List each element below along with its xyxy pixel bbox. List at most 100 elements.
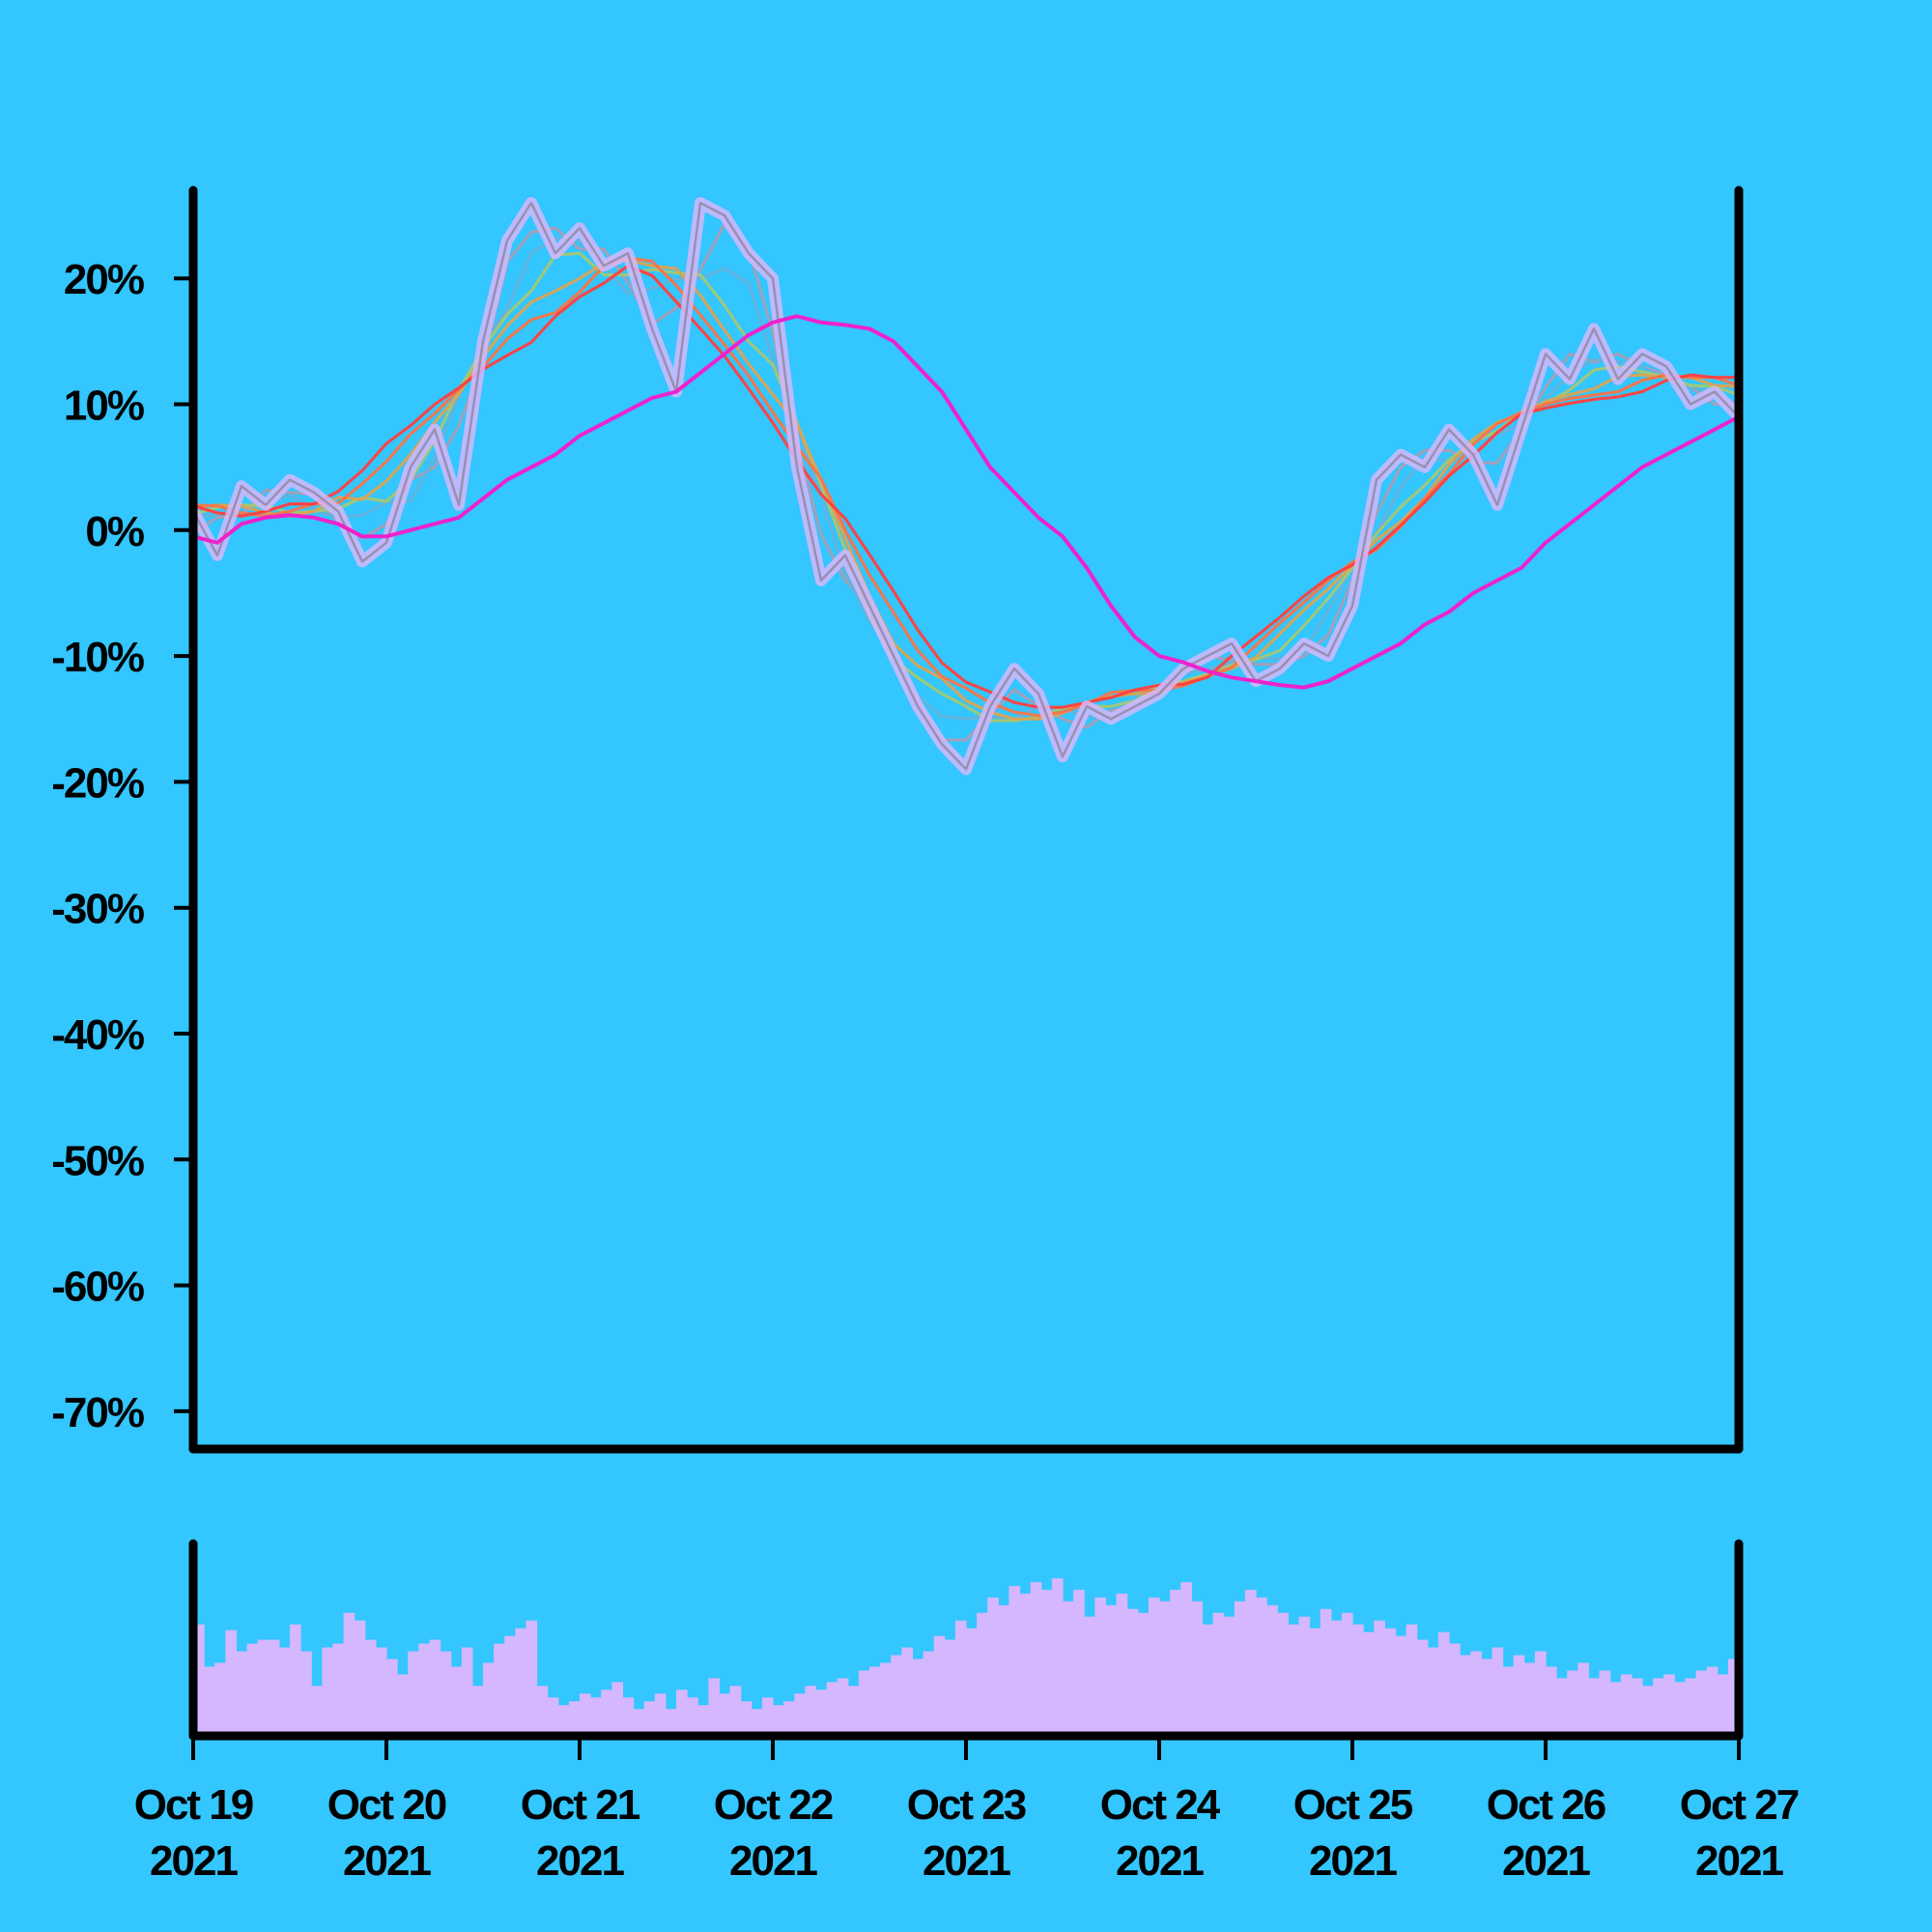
y-tick-label-8: -50%	[51, 1137, 144, 1184]
volume-bar	[1653, 1678, 1664, 1736]
volume-bar	[1180, 1581, 1192, 1736]
ma-band-line-12	[193, 264, 1739, 709]
volume-bar	[1481, 1659, 1493, 1736]
volume-bar	[1588, 1678, 1601, 1736]
volume-bar	[536, 1686, 549, 1736]
volume-bar	[869, 1666, 881, 1736]
x-tick-label-9-line2: 2021	[1695, 1837, 1783, 1885]
volume-bar	[1244, 1589, 1257, 1736]
volume-bar	[966, 1628, 978, 1736]
volume-bar	[1094, 1597, 1107, 1736]
volume-bar	[901, 1647, 914, 1736]
volume-bar	[278, 1647, 291, 1736]
volume-bar	[450, 1666, 463, 1736]
x-tick-label-6-line2: 2021	[1116, 1837, 1204, 1885]
volume-bar	[1685, 1678, 1697, 1736]
volume-bar	[1256, 1597, 1267, 1736]
volume-bar	[643, 1701, 656, 1736]
volume-bar	[805, 1686, 817, 1736]
volume-bar	[826, 1682, 838, 1736]
volume-bar	[397, 1674, 409, 1736]
x-tick-label-4-line1: Oct 22	[714, 1781, 833, 1829]
volume-bar	[1277, 1612, 1289, 1736]
volume-bar	[697, 1705, 709, 1736]
volume-bar	[257, 1639, 270, 1736]
volume-bar	[1717, 1674, 1729, 1736]
volume-bar	[1030, 1581, 1042, 1736]
volume-bar	[1212, 1612, 1225, 1736]
volume-bar	[1298, 1616, 1311, 1736]
volume-bar	[1223, 1616, 1236, 1736]
volume-bar	[1577, 1662, 1590, 1736]
volume-bar	[1599, 1670, 1611, 1736]
volume-bar	[633, 1709, 645, 1736]
volume-bar	[1609, 1682, 1622, 1736]
volume-bar	[773, 1705, 784, 1736]
x-tick-label-3-line2: 2021	[536, 1837, 624, 1885]
volume-bar	[794, 1693, 806, 1736]
volume-bar	[504, 1635, 516, 1736]
volume-bar	[654, 1693, 667, 1736]
volume-bar	[1502, 1666, 1515, 1736]
volume-bar	[1266, 1605, 1278, 1736]
volume-bar	[815, 1690, 828, 1736]
volume-bar	[568, 1701, 581, 1736]
volume-bar	[236, 1651, 248, 1736]
volume-bar	[494, 1643, 505, 1736]
volume-bar	[858, 1670, 870, 1736]
ma-bands	[193, 221, 1739, 742]
volume-bar	[311, 1686, 323, 1736]
volume-bar	[783, 1701, 795, 1736]
volume-bar	[987, 1597, 999, 1736]
volume-bar	[1330, 1620, 1343, 1736]
volume-bar	[1663, 1674, 1675, 1736]
volume-bar	[740, 1701, 753, 1736]
volume-bar	[891, 1655, 902, 1736]
volume-bar	[364, 1639, 377, 1736]
volume-bar	[1470, 1651, 1482, 1736]
x-tick-label-4-line2: 2021	[729, 1837, 817, 1885]
x-tick-label-6-line1: Oct 24	[1100, 1781, 1221, 1829]
volume-bar	[300, 1651, 312, 1736]
price-line	[193, 201, 1739, 771]
volume-bar	[1395, 1635, 1407, 1736]
x-tick-label-5-line1: Oct 23	[907, 1781, 1026, 1829]
volume-bar	[1406, 1624, 1418, 1736]
volume-bar	[246, 1643, 259, 1736]
trend-line	[193, 314, 1739, 690]
volume-bar	[1523, 1662, 1536, 1736]
volume-bar	[729, 1686, 742, 1736]
y-tick-label-2: 10%	[64, 383, 144, 430]
volume-bar	[1363, 1632, 1375, 1736]
price-frame	[188, 185, 1744, 1454]
volume-bar	[1116, 1593, 1128, 1736]
volume-bar	[1051, 1577, 1064, 1736]
volume-bar	[977, 1612, 988, 1736]
volume-bar	[1159, 1601, 1171, 1736]
y-tick-label-10: -70%	[51, 1389, 144, 1436]
volume-bar	[375, 1647, 387, 1736]
y-tick-label-9: -60%	[51, 1264, 144, 1311]
x-tick-label-3-line1: Oct 21	[521, 1781, 640, 1829]
volume-bar	[601, 1690, 612, 1736]
ma-band-line-8	[193, 258, 1739, 721]
x-tick-label-7-line1: Oct 25	[1293, 1781, 1413, 1829]
volume-bar	[1449, 1643, 1461, 1736]
y-tick-label-5: -20%	[51, 759, 144, 807]
volume-bar	[1137, 1612, 1150, 1736]
volume-bar	[1084, 1616, 1095, 1736]
volume-bar	[944, 1639, 956, 1736]
volume-bar	[386, 1659, 398, 1736]
volume-bar	[1384, 1628, 1397, 1736]
volume-panel	[188, 1539, 1744, 1741]
volume-bar	[418, 1643, 431, 1736]
volume-bar	[1352, 1624, 1364, 1736]
volume-bar	[214, 1662, 226, 1736]
volume-bar	[1513, 1655, 1525, 1736]
price-panel: 20% 10% 0% -10% -20% -30% -40% -50% -60% -70%	[51, 185, 1744, 1454]
volume-bar	[1437, 1632, 1450, 1736]
volume-bar	[515, 1628, 527, 1736]
volume-bar	[193, 1624, 205, 1736]
volume-bar	[290, 1624, 301, 1736]
